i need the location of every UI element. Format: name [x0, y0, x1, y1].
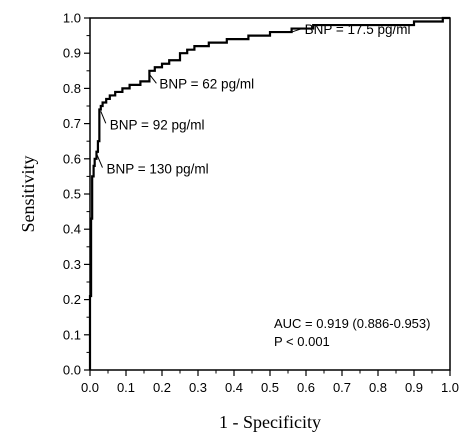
x-tick-label: 0.7 — [333, 380, 351, 395]
x-tick-label: 1.0 — [441, 380, 459, 395]
x-tick-label: 0.5 — [261, 380, 279, 395]
annotation-leader — [100, 111, 107, 124]
x-tick-label: 0.6 — [297, 380, 315, 395]
auc-label: AUC = 0.919 (0.886-0.953) — [274, 316, 430, 331]
annotation-leader — [291, 28, 301, 33]
curve-layer — [88, 16, 450, 370]
x-tick-label: 0.2 — [153, 380, 171, 395]
x-tick-label: 0.3 — [189, 380, 207, 395]
tick-labels-layer: 0.0 0.1 0.2 0.3 0.4 0.5 0.6 0.7 0.8 0.9 1.0 0.0 0.1 0… — [63, 11, 459, 396]
threshold-annotation: BNP = 130 pg/ml — [106, 162, 208, 177]
threshold-annotation: BNP = 92 pg/ml — [110, 117, 205, 132]
y-tick-label: 0.8 — [63, 81, 81, 96]
y-axis-title: Sensitivity — [18, 155, 38, 232]
x-tick-label: 0.8 — [369, 380, 387, 395]
x-tick-label: 0.1 — [117, 380, 135, 395]
y-tick-label: 0.0 — [63, 363, 81, 378]
threshold-annotation: BNP = 62 pg/ml — [159, 76, 254, 91]
p-value-label: P < 0.001 — [274, 334, 330, 349]
x-tick-label: 0.4 — [225, 380, 243, 395]
y-tick-label: 0.5 — [63, 187, 81, 202]
y-tick-label: 0.1 — [63, 327, 81, 342]
y-tick-label: 0.2 — [63, 292, 81, 307]
threshold-annotation: BNP = 17.5 pg/ml — [305, 22, 411, 37]
annotations-layer: BNP = 17.5 pg/ml BNP = 62 pg/ml BNP = 92 p… — [96, 22, 411, 177]
y-tick-label: 0.4 — [63, 222, 81, 237]
roc-curve-line — [88, 16, 450, 370]
y-tick-label: 0.6 — [63, 151, 81, 166]
x-tick-label: 0.0 — [81, 380, 99, 395]
y-tick-label: 0.3 — [63, 257, 81, 272]
annotation-leader — [96, 153, 103, 168]
x-tick-label: 0.9 — [405, 380, 423, 395]
y-tick-label: 0.7 — [63, 116, 81, 131]
plot-frame — [89, 17, 451, 371]
y-tick-label: 0.9 — [63, 46, 81, 61]
annotation-leader — [149, 74, 157, 84]
y-tick-label: 1.0 — [63, 11, 81, 26]
x-axis-title: 1 - Specificity — [219, 412, 321, 432]
